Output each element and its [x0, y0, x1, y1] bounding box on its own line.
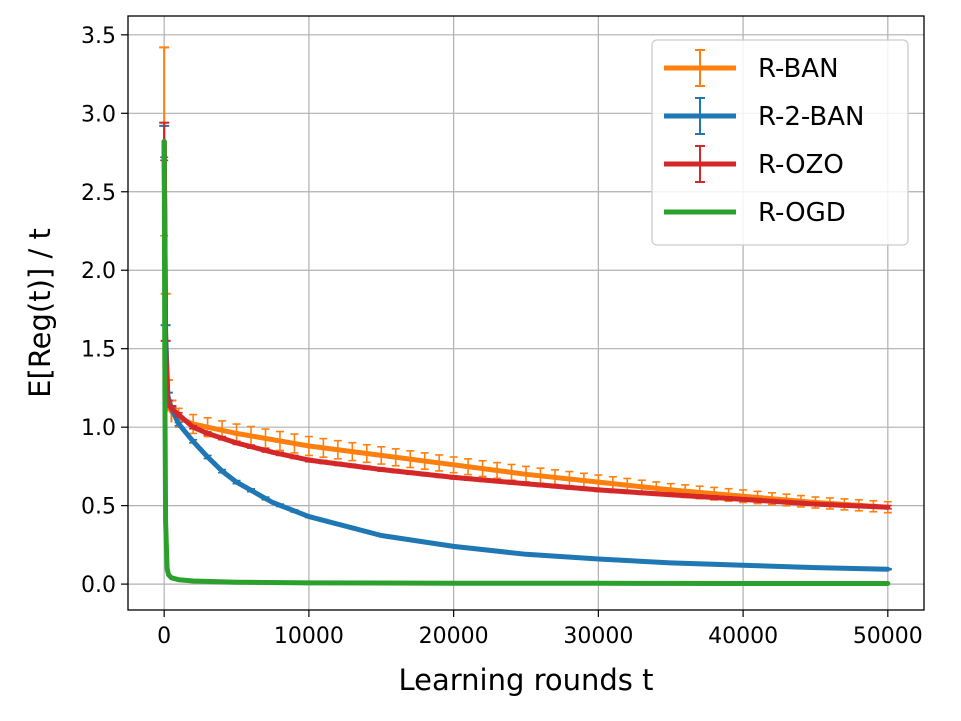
- legend-item-r-ogd: R-OGD: [664, 198, 846, 228]
- series-layer: [159, 46, 892, 586]
- plot-frame: [127, 15, 925, 611]
- series-r-ozo: [159, 121, 892, 510]
- y-tick-label: 3.5: [81, 24, 116, 49]
- x-tick-label: 20000: [419, 624, 489, 649]
- y-tick-label: 2.5: [81, 181, 116, 206]
- legend-item-r-2-ban: R-2-BAN: [664, 97, 864, 135]
- legend-item-r-ozo: R-OZO: [664, 145, 844, 183]
- line-r-ogd: [161, 139, 891, 586]
- x-tick-label: 30000: [563, 624, 633, 649]
- legend: R-BAN R-2-BAN R-OZO R-OGD: [651, 39, 909, 246]
- y-tick-label: 2.0: [81, 259, 116, 284]
- grid: [128, 16, 924, 610]
- x-tick-label: 0: [157, 624, 171, 649]
- legend-item-r-ban: R-BAN: [664, 49, 839, 87]
- x-tick-label: 50000: [853, 624, 923, 649]
- legend-label: R-2-BAN: [758, 102, 864, 132]
- y-tick-label: 0.0: [81, 573, 116, 598]
- y-axis-label: E[Reg(t)] / t: [23, 228, 57, 398]
- y-tick-label: 1.0: [81, 416, 116, 441]
- legend-label: R-OZO: [758, 150, 844, 180]
- series-r-ogd: [161, 139, 891, 586]
- y-tick-label: 3.0: [81, 102, 116, 127]
- legend-box: [651, 39, 909, 246]
- x-tick-label: 10000: [274, 624, 344, 649]
- legend-label: R-BAN: [758, 54, 839, 84]
- line-r-ozo: [161, 139, 891, 510]
- x-tick-label: 40000: [708, 624, 778, 649]
- y-tick-label: 0.5: [81, 495, 116, 520]
- ticks: 0 10000 20000 30000 40000 50000 0.0 0.5 1.0 1.5 2.…: [81, 24, 923, 649]
- y-tick-label: 1.5: [81, 338, 116, 363]
- x-axis-label: Learning rounds t: [398, 663, 653, 697]
- legend-label: R-OGD: [758, 198, 846, 228]
